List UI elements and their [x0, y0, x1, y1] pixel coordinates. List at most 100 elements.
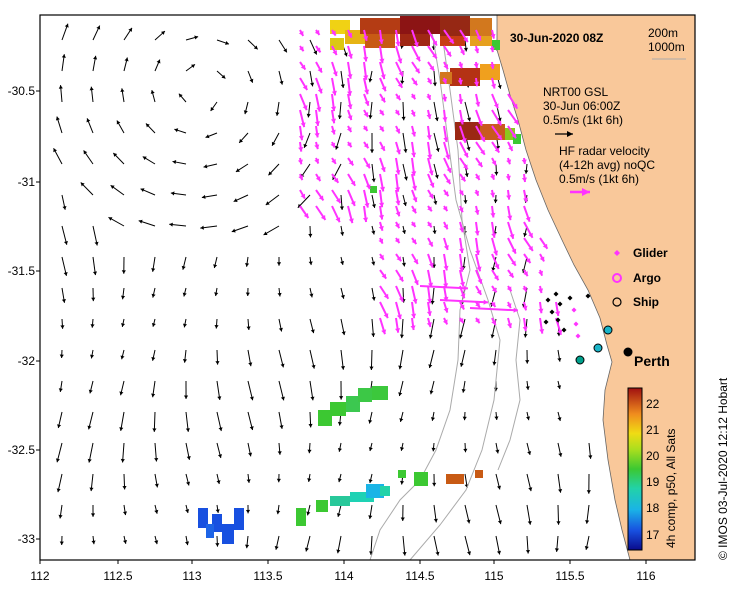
model-arrow-head — [225, 41, 229, 45]
glider-marker — [555, 317, 561, 323]
hf-arrow-head — [381, 86, 387, 92]
model-arrow-head — [371, 178, 376, 183]
model-arrow-head — [279, 80, 284, 85]
hf-arrow-head — [463, 164, 468, 170]
model-arrow-head — [276, 262, 282, 266]
sst-patch-south — [198, 470, 483, 544]
hf-arrow-head — [463, 37, 468, 43]
model-arrow-head — [276, 510, 281, 515]
model-arrow-head — [246, 479, 251, 483]
hf-arrow-head — [350, 200, 356, 206]
hf-arrow-head — [494, 263, 500, 269]
model-arrow-head — [371, 204, 376, 208]
model-arrow-head — [87, 458, 92, 463]
hf-arrow-head — [490, 174, 496, 180]
hf-arrow-head — [303, 213, 309, 218]
hf-arrow-head — [363, 56, 369, 62]
hf-arrow-head — [538, 270, 544, 276]
model-arrow-head — [249, 396, 254, 401]
credit-line: © IMOS 03-Jul-2020 12:12 Hobart — [716, 377, 730, 560]
colorbar-tick-label: 17 — [646, 528, 660, 542]
model-arrow-head — [248, 362, 253, 367]
model-arrow-head — [402, 230, 407, 234]
model-arrow-head — [215, 361, 220, 365]
model-arrow-head — [174, 128, 179, 133]
model-arrow-head — [277, 451, 282, 455]
hf-arrow-head — [363, 143, 369, 149]
model-arrow-head — [113, 153, 118, 157]
model-arrow-head — [336, 513, 341, 517]
model-arrow-head — [154, 457, 159, 462]
y-tick-label: -32.5 — [8, 443, 36, 457]
model-arrow-head — [88, 389, 93, 394]
hf-arrow-head — [365, 163, 370, 169]
hf-arrow-head — [555, 311, 561, 316]
hf-arrow-head — [298, 147, 304, 152]
hf-arrow-head — [378, 225, 384, 231]
model-arrow-head — [459, 362, 464, 367]
model-arrow-head — [170, 191, 175, 196]
hf-arrow-head — [427, 222, 432, 228]
hf-arrow-head — [346, 127, 352, 133]
model-arrow-head — [401, 116, 406, 121]
model-arrow-head — [433, 200, 438, 205]
model-arrow-head — [458, 334, 463, 339]
hf-arrow-head — [458, 190, 464, 196]
hf-arrow-head — [381, 329, 387, 335]
colorbar-tick-label: 18 — [646, 501, 660, 515]
model-arrow-head — [496, 550, 502, 555]
model-note-time: 30-Jun 06:00Z — [543, 99, 620, 113]
hf-arrow-head — [511, 260, 516, 266]
model-arrow-head — [523, 232, 528, 237]
hf-arrow-head — [477, 161, 483, 167]
model-arrow-head — [369, 366, 374, 370]
y-tick-label: -33 — [18, 532, 36, 546]
hf-arrow-head — [491, 83, 497, 89]
model-arrow-head — [178, 93, 183, 98]
y-tick-label: -31 — [18, 175, 36, 189]
model-arrow-head — [231, 228, 236, 233]
model-arrow-head — [58, 388, 63, 392]
hf-arrow-head — [461, 137, 467, 143]
model-arrow-head — [400, 517, 405, 521]
depth-legend-1000m: 1000m — [648, 40, 685, 54]
hf-arrow-head — [300, 122, 306, 128]
hf-arrow-head — [363, 75, 369, 80]
model-arrow-head — [263, 231, 268, 236]
model-arrow-head — [182, 323, 188, 328]
hf-arrow-head — [539, 256, 545, 262]
model-arrow-head — [463, 448, 468, 453]
hf-arrow-head — [457, 79, 463, 85]
hf-arrow-head — [426, 135, 432, 140]
hf-arrow-head — [490, 192, 496, 198]
hf-arrow-head — [364, 202, 370, 208]
hf-arrow-head — [427, 206, 432, 212]
hf-arrow-head — [507, 215, 513, 221]
hf-arrow-head — [410, 94, 416, 100]
model-arrow-head — [62, 205, 67, 210]
hf-arrow-head — [443, 296, 449, 302]
hf-arrow-head — [350, 180, 356, 186]
hf-arrow-head — [443, 265, 449, 271]
model-arrow-head — [89, 487, 94, 492]
hf-arrow-head — [443, 307, 449, 313]
map-title: 30-Jun-2020 08Z — [510, 31, 603, 45]
hf-arrow-head — [491, 160, 497, 166]
model-arrow-head — [249, 426, 254, 431]
hf-arrow-head — [491, 287, 497, 293]
model-arrow-head — [154, 540, 159, 545]
hf-arrow-head — [528, 245, 533, 251]
hf-arrow-head — [411, 131, 417, 137]
model-arrow-head — [277, 292, 282, 297]
hf-arrow-head — [460, 176, 466, 182]
hf-arrow-head — [347, 74, 353, 79]
model-arrow-head — [497, 84, 502, 89]
x-tick-label: 113 — [182, 569, 201, 583]
depth-legend-200m: 200m — [648, 26, 678, 40]
hf-arrow-head — [459, 304, 465, 310]
hf-arrow-head — [449, 38, 454, 44]
model-arrow-head — [245, 544, 250, 549]
argo-float — [575, 355, 585, 365]
model-arrow-head — [402, 552, 407, 556]
model-arrow-head — [151, 393, 156, 398]
